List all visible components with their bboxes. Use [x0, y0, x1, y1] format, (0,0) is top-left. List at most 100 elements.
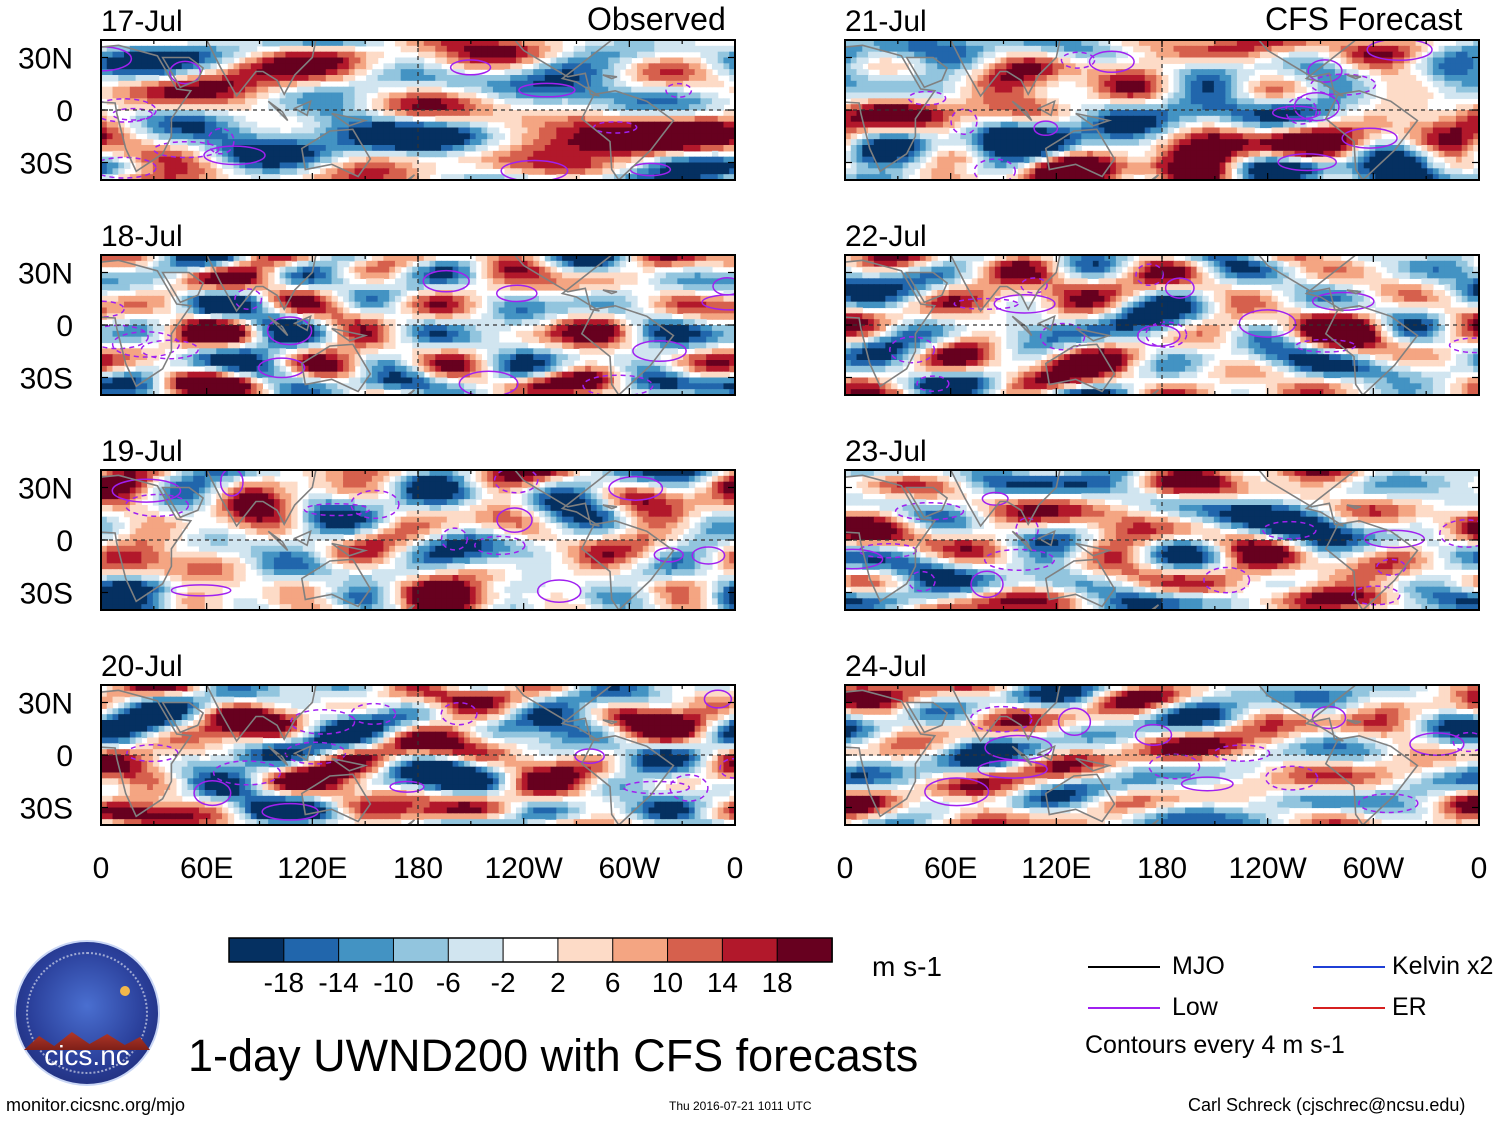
field-cell — [222, 470, 229, 477]
field-cell — [256, 63, 263, 70]
field-cell — [665, 40, 673, 47]
field-cell — [441, 69, 448, 76]
field-cell — [717, 127, 725, 134]
field-cell — [723, 371, 730, 379]
field-cell — [521, 86, 529, 94]
field-cell — [129, 319, 137, 326]
field-cell — [596, 272, 604, 279]
field-cell — [389, 319, 396, 326]
field-cell — [694, 325, 702, 332]
field-cell — [585, 330, 592, 338]
field-cell — [337, 301, 344, 309]
field-cell — [377, 162, 385, 169]
field-cell — [170, 174, 177, 180]
field-cell — [608, 115, 615, 123]
field-cell — [377, 174, 385, 180]
field-cell — [170, 360, 177, 367]
field-cell — [602, 69, 609, 76]
field-cell — [688, 115, 696, 123]
field-cell — [343, 145, 350, 152]
field-cell — [671, 115, 678, 123]
field-cell — [222, 377, 229, 384]
field-cell — [711, 75, 719, 82]
field-cell — [418, 475, 425, 483]
field-cell — [504, 383, 511, 390]
field-cell — [302, 86, 310, 94]
field-cell — [181, 371, 189, 379]
field-cell — [423, 255, 431, 262]
field-cell — [377, 330, 385, 338]
field-cell — [302, 168, 310, 175]
field-cell — [175, 371, 183, 379]
field-cell — [158, 295, 165, 303]
field-cell — [198, 115, 206, 123]
field-cell — [418, 295, 425, 303]
field-cell — [389, 115, 396, 123]
field-cell — [233, 470, 240, 477]
field-cell — [360, 319, 367, 326]
field-cell — [625, 145, 632, 152]
field-cell — [256, 284, 263, 291]
field-cell — [354, 336, 361, 344]
field-cell — [118, 104, 125, 111]
field-cell — [296, 156, 304, 164]
field-cell — [360, 98, 367, 105]
field-cell — [124, 354, 131, 361]
field-cell — [602, 156, 609, 164]
field-cell — [406, 133, 413, 140]
field-cell — [677, 98, 684, 105]
field-cell — [348, 162, 356, 169]
field-cell — [337, 45, 344, 53]
field-cell — [498, 156, 506, 164]
field-cell — [250, 121, 258, 129]
field-cell — [585, 284, 592, 291]
field-cell — [348, 145, 356, 152]
field-cell — [389, 342, 396, 349]
field-cell — [239, 377, 246, 384]
field-cell — [187, 360, 194, 367]
field-cell — [337, 307, 344, 314]
field-cell — [475, 98, 482, 105]
field-cell — [573, 336, 580, 344]
field-cell — [101, 290, 108, 297]
field-cell — [377, 272, 385, 279]
field-cell — [602, 80, 609, 88]
coastline — [205, 255, 317, 313]
field-cell — [210, 342, 217, 349]
field-cell — [181, 336, 189, 344]
coastline — [406, 389, 416, 395]
field-cell — [660, 260, 667, 268]
field-cell — [642, 383, 650, 390]
field-cell — [400, 150, 408, 158]
field-cell — [308, 110, 315, 117]
field-cell — [106, 272, 114, 279]
field-cell — [141, 145, 148, 152]
field-cell — [377, 104, 385, 111]
field-cell — [273, 336, 281, 344]
field-cell — [544, 168, 552, 175]
field-cell — [118, 272, 125, 279]
field-cell — [602, 319, 609, 326]
field-cell — [504, 307, 511, 314]
field-cell — [124, 86, 131, 94]
field-cell — [435, 354, 442, 361]
field-cell — [654, 63, 661, 70]
field-cell — [683, 301, 690, 309]
field-cell — [642, 133, 650, 140]
field-cell — [711, 255, 719, 262]
field-cell — [435, 342, 442, 349]
field-cell — [256, 272, 263, 279]
field-cell — [706, 330, 713, 338]
field-cell — [366, 481, 373, 489]
field-cell — [118, 348, 125, 355]
field-cell — [181, 475, 189, 483]
field-cell — [556, 330, 563, 338]
field-cell — [711, 354, 719, 361]
field-cell — [441, 383, 448, 390]
field-cell — [198, 284, 206, 291]
field-cell — [608, 145, 615, 152]
field-cell — [250, 92, 258, 99]
field-cell — [118, 354, 125, 361]
field-cell — [452, 284, 459, 291]
field-cell — [533, 115, 540, 123]
